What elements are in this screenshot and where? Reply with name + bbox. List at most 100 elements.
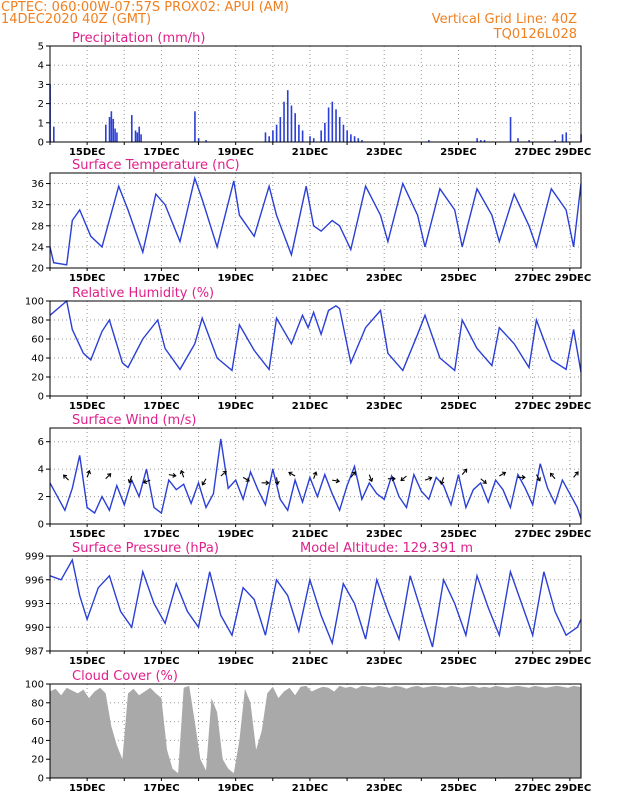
rh-panel: Relative Humidity (%) 0 20 40 60 80 100 15DEC 17…	[25, 286, 591, 412]
temp-ytick-label: 36	[31, 179, 44, 190]
wind-arrow-head	[351, 471, 356, 476]
press-xdate-label: 27DEC	[515, 656, 551, 667]
precip-bar	[528, 140, 530, 142]
wind-arrow	[480, 478, 487, 484]
wind-arrow-head	[428, 476, 433, 481]
precip-bar	[327, 107, 330, 142]
wind-arrow	[368, 474, 374, 483]
wind-xdate-label: 25DEC	[440, 529, 476, 540]
wind-arrow	[424, 476, 433, 481]
wind-arrow-shaft	[128, 475, 133, 483]
press-xdate-label: 29DEC	[555, 656, 591, 667]
precip-bar	[480, 140, 482, 142]
precip-bar	[116, 132, 118, 142]
precip-bar	[342, 124, 345, 142]
rh-series-line	[49, 299, 582, 373]
temp-xdate-label: 15DEC	[69, 273, 105, 284]
press-xdate-label: 25DEC	[440, 656, 476, 667]
press-ytick-label: 999	[25, 552, 44, 563]
rh-ytick-label: 20	[31, 373, 44, 384]
rh-xdate-label: 21DEC	[292, 401, 328, 412]
temp-frame	[49, 172, 582, 269]
wind-arrow-shaft	[535, 474, 541, 481]
wind-title: Surface Wind (m/s)	[72, 413, 196, 428]
precip-bar	[346, 130, 348, 142]
wind-arrow	[220, 470, 227, 477]
press-xdate-label: 23DEC	[366, 656, 402, 667]
cloud-panel: Cloud Cover (%) 0 20 40 60 80 100 15DEC 17DEC 19D…	[25, 669, 591, 794]
precip-xdate-label: 19DEC	[217, 147, 253, 158]
wind-arrow-shaft	[105, 473, 112, 480]
wind-xdate-label: 21DEC	[292, 529, 328, 540]
header-line1-right: Vertical Grid Line: 40Z	[432, 12, 577, 27]
precip-bar	[353, 136, 356, 142]
rh-title: Relative Humidity (%)	[72, 286, 214, 301]
wind-ytick-label: 0	[38, 520, 44, 531]
wind-xdate-label: 17DEC	[143, 529, 179, 540]
wind-arrow	[142, 479, 151, 485]
rh-xdate-label: 29DEC	[555, 401, 591, 412]
precip-xdate-label: 23DEC	[366, 147, 402, 158]
wind-arrow	[535, 474, 541, 482]
header-line2-left: 14DEC2020 40Z (GMT)	[1, 12, 151, 27]
wind-arrow-shaft	[440, 477, 445, 485]
precip-xdate-label: 29DEC	[555, 147, 591, 158]
press-ytick-label: 993	[25, 599, 44, 610]
wind-arrow	[549, 472, 556, 480]
precip-ytick-label: 4	[38, 61, 44, 72]
temp-ytick-label: 28	[31, 221, 44, 232]
precip-bar	[264, 132, 267, 142]
precip-bar	[565, 132, 568, 142]
rh-xdate-label: 27DEC	[515, 401, 551, 412]
cloud-ytick-label: 100	[25, 680, 44, 691]
rh-xdate-label: 19DEC	[217, 401, 253, 412]
wind-arrow-shaft	[201, 478, 207, 486]
wind-arrow	[242, 476, 250, 482]
precip-bar	[108, 117, 111, 142]
wind-arrow-shaft	[424, 477, 432, 481]
wind-arrow	[201, 478, 207, 486]
press-xdate-label: 21DEC	[292, 656, 328, 667]
wind-arrow-head	[265, 480, 270, 486]
precip-xdate-label: 17DEC	[143, 147, 179, 158]
temp-panel: Surface Temperature (nC) 20 24 28 32 36 15DEC 1…	[31, 158, 591, 284]
wind-arrow-shaft	[180, 470, 185, 478]
wind-arrow-shaft	[86, 470, 91, 478]
rh-ytick-label: 60	[31, 335, 44, 346]
precip-bar	[357, 138, 360, 142]
wind-arrow-shaft	[220, 471, 227, 477]
wind-arrow	[499, 471, 507, 477]
press-xdate-label: 17DEC	[143, 656, 179, 667]
wind-arrow-head	[482, 479, 487, 484]
rh-frame	[49, 300, 582, 397]
wind-arrow-shaft	[573, 471, 579, 478]
precip-bar	[483, 140, 486, 142]
wind-arrow	[461, 468, 468, 475]
wind-arrow	[400, 475, 407, 482]
wind-xdate-label: 29DEC	[555, 529, 591, 540]
wind-arrow-head	[142, 479, 148, 485]
wind-arrow	[127, 475, 133, 484]
wind-arrow-head	[62, 474, 68, 479]
rh-ytick-label: 0	[38, 392, 44, 403]
wind-arrow	[312, 471, 318, 479]
rh-ytick-label: 100	[25, 297, 44, 308]
precip-bar	[272, 130, 274, 142]
wind-arrow	[168, 472, 177, 478]
temp-xdate-label: 21DEC	[292, 273, 328, 284]
cloud-area	[50, 685, 581, 778]
wind-ytick-label: 4	[38, 465, 44, 476]
wind-arrow-shaft	[168, 474, 176, 477]
precip-bar	[509, 117, 512, 142]
precip-bar	[130, 115, 133, 142]
precip-bar	[428, 140, 430, 142]
wind-arrow-head	[172, 472, 177, 478]
cloud-xdate-label: 29DEC	[555, 783, 591, 794]
rh-ytick-label: 40	[31, 354, 44, 365]
precip-bar	[294, 113, 296, 142]
precip-xdate-label: 27DEC	[515, 147, 551, 158]
press-xdate-label: 19DEC	[217, 656, 253, 667]
wind-arrow	[288, 471, 296, 477]
cloud-ytick-label: 40	[31, 736, 44, 747]
